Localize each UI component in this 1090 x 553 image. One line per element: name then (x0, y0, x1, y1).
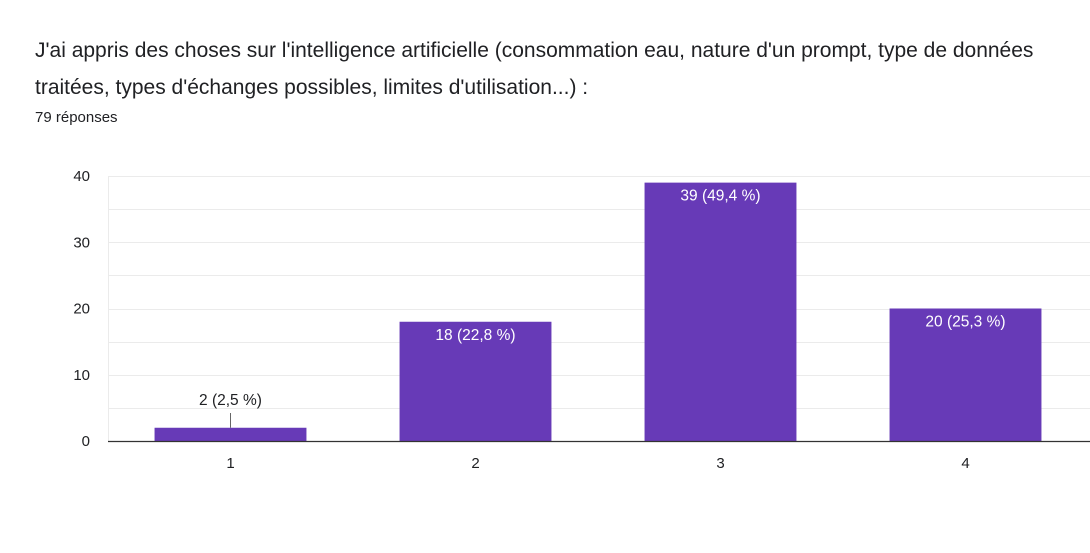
bar-2[interactable] (399, 321, 552, 441)
y-tick-label: 20 (73, 301, 90, 318)
data-label: 39 (49,4 %) (680, 188, 760, 205)
data-label: 18 (22,8 %) (435, 327, 515, 344)
y-axis-tick-labels: 0 10 20 30 40 (73, 168, 90, 450)
x-tick-label: 4 (961, 455, 969, 472)
y-tick-label: 30 (73, 234, 90, 251)
bar-1[interactable] (154, 427, 307, 441)
y-tick-label: 10 (73, 367, 90, 384)
bar-3[interactable] (644, 182, 797, 441)
data-label: 2 (2,5 %) (199, 392, 262, 409)
question-title: J'ai appris des choses sur l'intelligenc… (35, 39, 1034, 99)
x-tick-label: 3 (716, 455, 724, 472)
bar-4[interactable] (889, 308, 1042, 442)
x-tick-label: 2 (471, 455, 479, 472)
grid-lines (108, 176, 1090, 441)
data-label: 20 (25,3 %) (925, 314, 1005, 331)
y-tick-label: 0 (82, 433, 90, 450)
data-labels: 2 (2,5 %) 18 (22,8 %) 39 (49,4 %) 20 (25,3 … (199, 188, 1006, 428)
y-tick-label: 40 (73, 168, 90, 185)
x-tick-label: 1 (226, 455, 234, 472)
response-count: 79 réponses (35, 109, 118, 126)
bars (154, 182, 1042, 442)
x-axis-tick-labels: 1 2 3 4 (226, 455, 969, 472)
